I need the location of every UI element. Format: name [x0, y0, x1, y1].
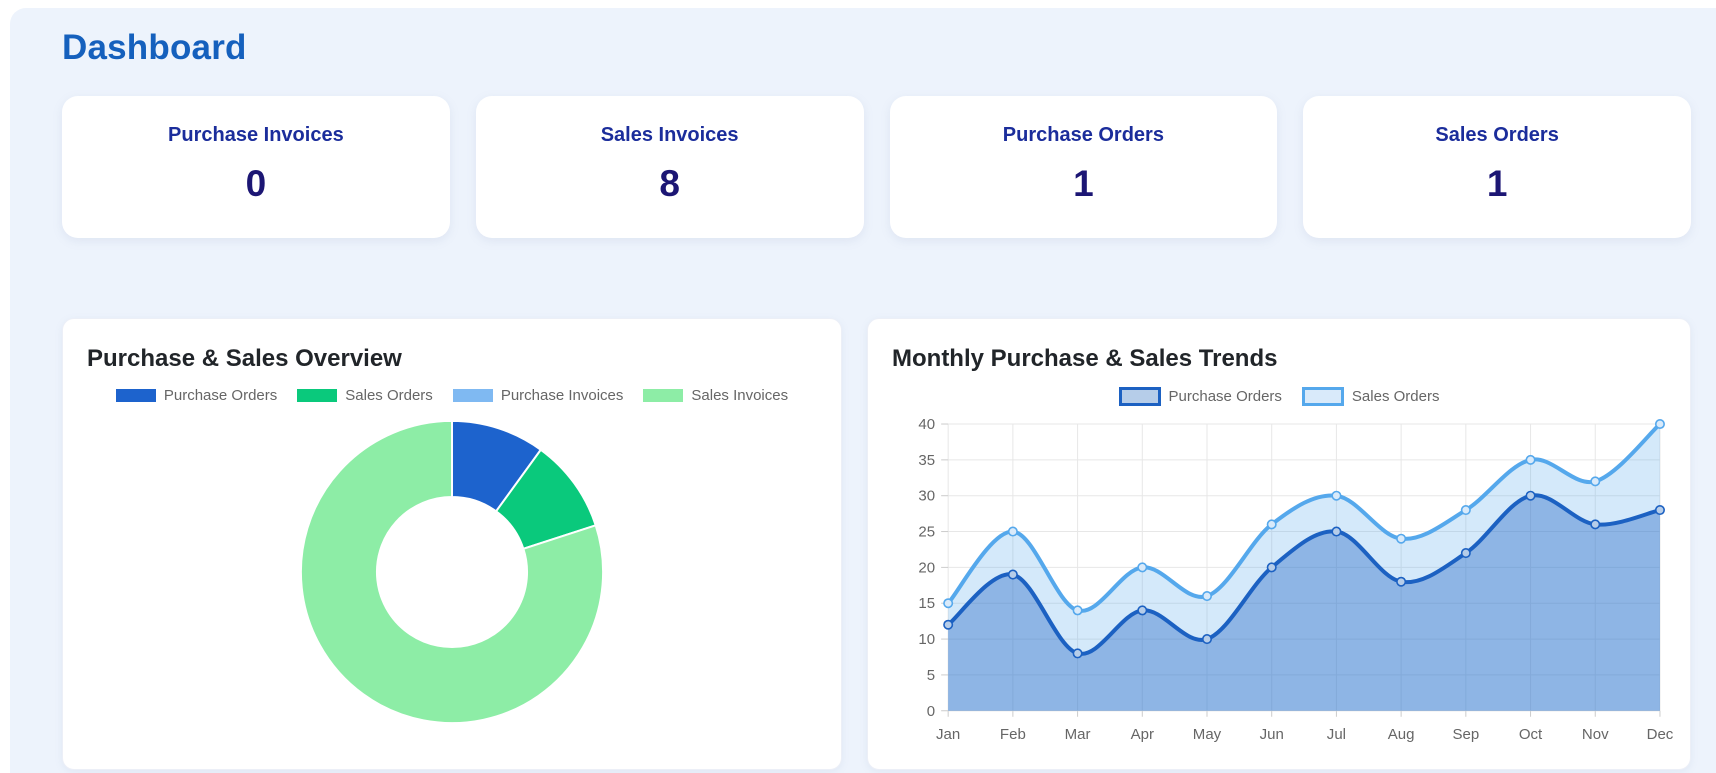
data-point-sales-orders: [1396, 533, 1407, 544]
legend-swatch: [452, 389, 493, 402]
x-axis-label: Aug: [1388, 726, 1415, 743]
stats-row: Purchase Invoices 0 Sales Invoices 8 Pur…: [62, 96, 1691, 238]
data-point-sales-orders: [1460, 505, 1471, 516]
x-axis-label: Sep: [1452, 726, 1479, 743]
x-axis-label: Jun: [1260, 726, 1284, 743]
stat-label: Sales Invoices: [600, 124, 739, 146]
legend-label: Purchase Orders: [163, 387, 278, 404]
y-axis-label: 10: [918, 631, 935, 648]
stat-card-purchase-invoices: Purchase Invoices 0: [62, 96, 450, 238]
x-axis-label: May: [1193, 726, 1222, 743]
donut-chart: [299, 419, 605, 725]
line-sales-orders: [946, 422, 1662, 613]
area-fill-sales-orders: [948, 424, 1660, 711]
donut-slice-sales-invoices: [299, 419, 605, 725]
x-axis-label: Jul: [1327, 726, 1346, 743]
legend-item-purchase-orders[interactable]: Purchase Orders: [115, 387, 278, 404]
y-axis-label: 20: [918, 559, 935, 576]
legend-item-sales-orders[interactable]: Sales Orders: [1301, 387, 1440, 406]
data-point-sales-orders: [1072, 605, 1083, 616]
stat-card-sales-invoices: Sales Invoices 8: [475, 96, 864, 238]
data-point-sales-orders: [1137, 562, 1148, 573]
y-axis-label: 0: [927, 703, 935, 720]
legend-item-sales-invoices[interactable]: Sales Invoices: [643, 387, 788, 404]
stat-label: Purchase Orders: [1002, 124, 1164, 146]
stat-label: Sales Orders: [1435, 124, 1559, 146]
purchase-sales-overview-card: Purchase & Sales Overview Purchase Order…: [62, 318, 842, 770]
data-point-purchase-orders: [1201, 634, 1213, 645]
data-point-sales-orders: [1331, 490, 1342, 501]
donut-chart-area: [83, 414, 821, 730]
data-point-purchase-orders: [1396, 576, 1407, 587]
x-axis-label: Apr: [1131, 726, 1154, 743]
legend-item-sales-orders[interactable]: Sales Orders: [297, 387, 433, 404]
x-axis-label: Feb: [1000, 726, 1026, 743]
data-point-purchase-orders: [1137, 605, 1148, 616]
overview-chart-title: Purchase & Sales Overview: [87, 345, 402, 372]
data-point-sales-orders: [1201, 591, 1213, 602]
x-axis-label: Oct: [1519, 726, 1543, 743]
data-point-purchase-orders: [1331, 526, 1342, 537]
data-point-sales-orders: [1590, 476, 1601, 487]
y-axis-label: 25: [918, 524, 935, 541]
stat-label: Purchase Invoices: [168, 124, 344, 146]
data-point-sales-orders: [1007, 526, 1018, 537]
legend-label: Sales Invoices: [691, 387, 789, 404]
stat-value: 8: [659, 163, 680, 204]
data-point-purchase-orders: [1460, 548, 1471, 559]
x-axis-label: Dec: [1647, 726, 1674, 743]
legend-label: Purchase Orders: [1168, 388, 1282, 405]
y-axis-label: 5: [927, 667, 935, 684]
stat-value: 0: [245, 163, 267, 204]
data-point-purchase-orders: [1266, 562, 1277, 573]
data-point-purchase-orders: [1525, 490, 1536, 501]
legend-swatch: [643, 389, 684, 402]
data-point-purchase-orders: [1072, 648, 1083, 659]
legend-swatch: [1118, 387, 1161, 406]
stat-card-sales-orders: Sales Orders 1: [1303, 96, 1691, 238]
x-axis-label: Jan: [936, 726, 960, 743]
y-axis-label: 40: [918, 416, 935, 433]
legend-item-purchase-orders[interactable]: Purchase Orders: [1118, 387, 1282, 406]
data-point-sales-orders: [1654, 419, 1665, 430]
legend-item-purchase-invoices[interactable]: Purchase Invoices: [452, 387, 624, 404]
y-axis-label: 35: [918, 452, 935, 469]
legend-swatch: [1301, 387, 1344, 406]
data-point-purchase-orders: [1590, 519, 1601, 530]
charts-row: Purchase & Sales Overview Purchase Order…: [62, 318, 1691, 770]
stat-card-purchase-orders: Purchase Orders 1: [889, 96, 1278, 238]
stat-value: 1: [1486, 163, 1508, 204]
trends-chart-title: Monthly Purchase & Sales Trends: [892, 345, 1278, 372]
x-axis-label: Nov: [1582, 726, 1609, 743]
donut-legend: Purchase Orders Sales Orders Purchase Invo…: [83, 387, 821, 404]
trends-line-chart: Jan Feb Mar Apr May Jun Jul Aug Sep Oct Nov Dec 0 5 10…: [918, 416, 1673, 743]
data-point-purchase-orders: [1007, 569, 1018, 580]
data-point-sales-orders: [943, 598, 954, 609]
dashboard-page: Dashboard Purchase Invoices 0 Sales Invo…: [10, 8, 1716, 773]
legend-swatch: [297, 389, 338, 402]
area-fill-purchase-orders: [948, 495, 1660, 711]
data-point-sales-orders: [1525, 454, 1536, 465]
legend-label: Sales Orders: [1351, 388, 1440, 405]
monthly-trends-card: Monthly Purchase & Sales Trends Purchase…: [867, 318, 1691, 770]
y-axis-label: 15: [918, 595, 935, 612]
data-point-sales-orders: [1266, 519, 1277, 530]
legend-label: Sales Orders: [345, 387, 433, 404]
x-axis-label: Mar: [1065, 726, 1091, 743]
trends-legend: Purchase Orders Sales Orders: [888, 387, 1670, 406]
legend-swatch: [115, 389, 156, 402]
legend-label: Purchase Invoices: [500, 387, 624, 404]
data-point-purchase-orders: [1654, 505, 1665, 516]
data-point-purchase-orders: [943, 619, 954, 630]
stat-value: 1: [1073, 163, 1094, 204]
y-axis-label: 30: [918, 488, 935, 505]
page-title: Dashboard: [62, 28, 247, 67]
